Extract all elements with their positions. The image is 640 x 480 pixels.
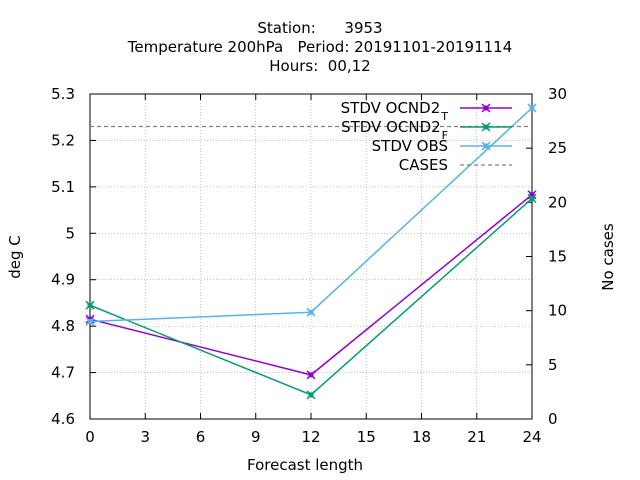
x-tick-label: 6 [196,428,206,446]
data-point-2-0 [85,316,95,327]
x-tick-label: 9 [251,428,261,446]
y2-tick-label: 30 [548,85,567,103]
data-point-1-2 [527,193,537,203]
data-point-0-1 [306,370,316,380]
y2-tick-label: 10 [548,302,567,320]
y2-tick-label: 0 [548,410,558,428]
series-line-1 [89,197,533,396]
chart-title-line-3: Hours: 00,12 [269,57,371,75]
legend-marker-2 [481,141,491,151]
y-tick-label: 4.8 [51,317,75,335]
legend-marker-0 [481,103,491,113]
x-tick-label: 3 [140,428,150,446]
chart-title-line-1: Station: 3953 [257,19,383,37]
y2-tick-label: 20 [548,193,567,211]
legend-subscript: T [440,110,448,123]
data-point-1-1 [306,390,316,400]
data-point-2-2 [527,103,537,113]
legend-subscript: F [442,129,448,142]
x-tick-label: 24 [522,428,541,446]
chart-title-line-2: Temperature 200hPa Period: 20191101-2019… [127,38,513,56]
y2-tick-label: 25 [548,139,567,157]
y2-tick-label: 15 [548,248,567,266]
y-tick-label: 5.3 [51,85,75,103]
y-tick-label: 4.6 [51,410,75,428]
x-tick-label: 0 [85,428,95,446]
y2-tick-label: 5 [548,356,558,374]
axis-ticks: 0 3 6 9 12 15 18 21 24 4.6 4.7 4.8 4.9 5 5.1 5.2 5.3 0 5 10… [51,85,567,446]
data-point-0-2 [527,190,537,200]
legend-label-2: STDV OBS [372,137,448,155]
x-tick-label: 12 [301,428,320,446]
y-tick-label: 4.7 [51,364,75,382]
y-tick-label: 4.9 [51,271,75,289]
y-tick-label: 5.1 [51,178,75,196]
grid-lines [90,94,532,419]
x-tick-label: 18 [412,428,431,446]
y-tick-label: 5 [65,224,75,242]
data-point-2-1 [306,307,316,317]
series-lines [85,103,537,400]
data-point-1-0 [85,300,95,310]
legend-label-3: CASES [399,156,448,174]
series-line-0 [89,194,533,376]
x-tick-label: 15 [357,428,376,446]
x-axis-label: Forecast length [247,456,364,474]
y-tick-label: 5.2 [51,131,75,149]
x-tick-label: 21 [467,428,486,446]
legend-marker-1 [481,122,491,132]
